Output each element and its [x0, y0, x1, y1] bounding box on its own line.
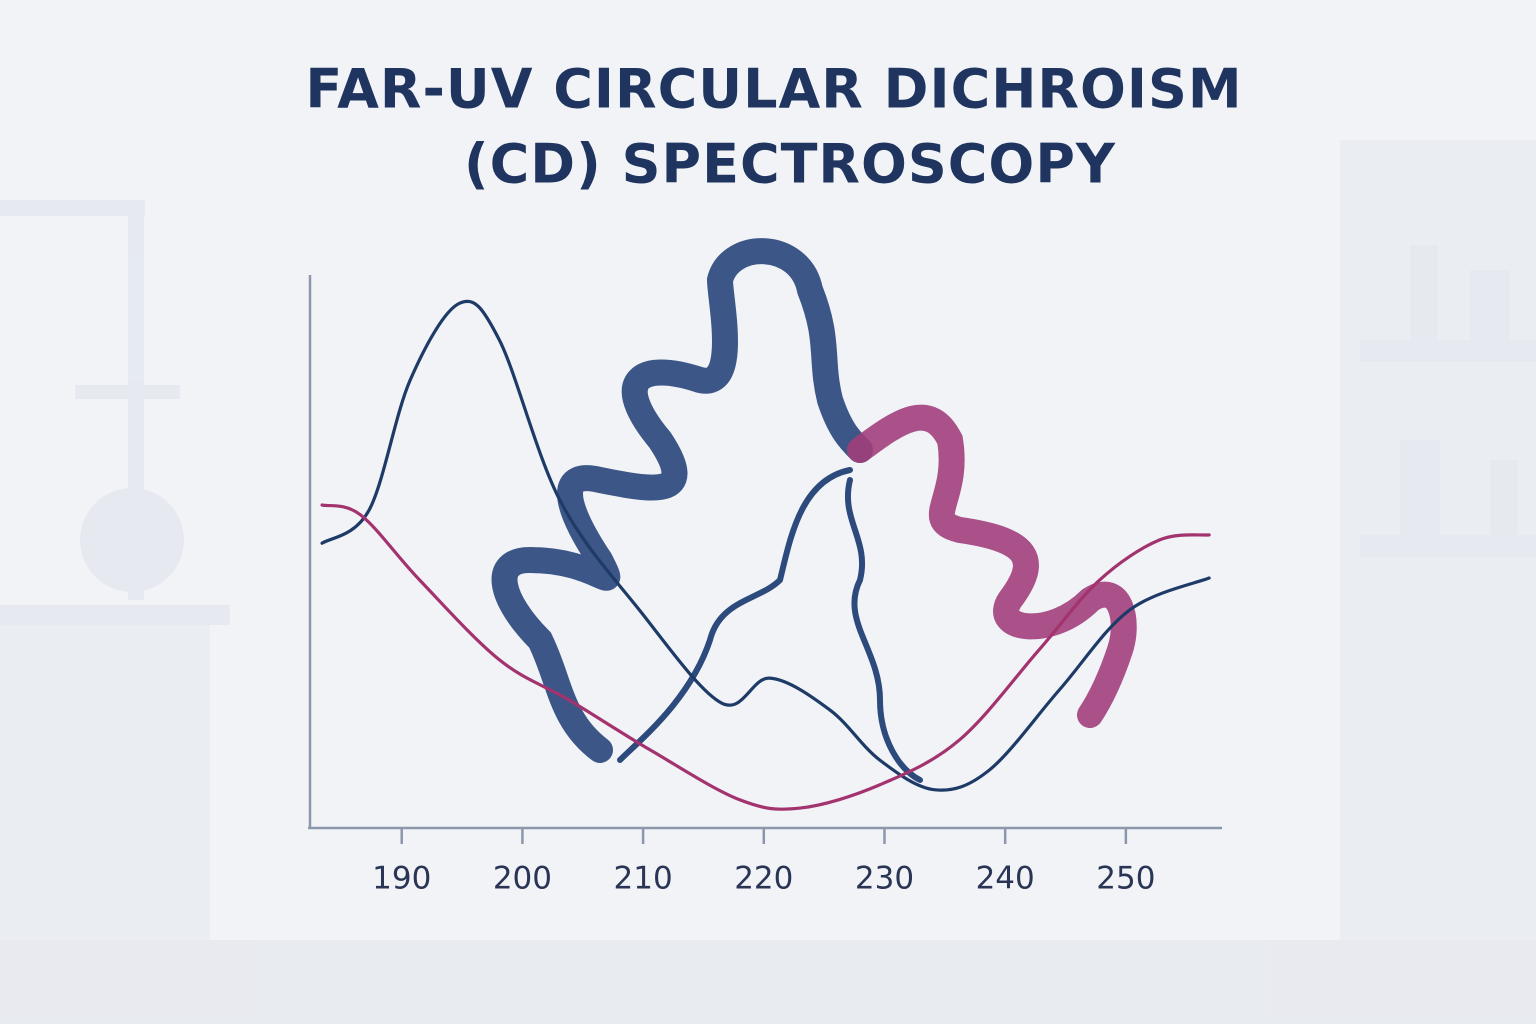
x-tick-label: 240: [976, 861, 1035, 897]
background: [0, 140, 1536, 1024]
data-line: [320, 299, 1211, 792]
x-tick-label: 230: [855, 861, 914, 897]
x-tick-label: 190: [372, 861, 431, 897]
protein-ribbon: [491, 238, 1137, 783]
x-tick-label: 210: [614, 861, 673, 897]
chart-title: (CD) SPECTROSCOPY: [464, 133, 1116, 196]
x-tick-label: 220: [734, 861, 793, 897]
x-tick-label: 250: [1096, 861, 1155, 897]
data-line: [320, 503, 1211, 811]
x-tick-label: 200: [493, 861, 552, 897]
chart-title: FAR-UV CIRCULAR DICHROISM: [305, 58, 1242, 121]
